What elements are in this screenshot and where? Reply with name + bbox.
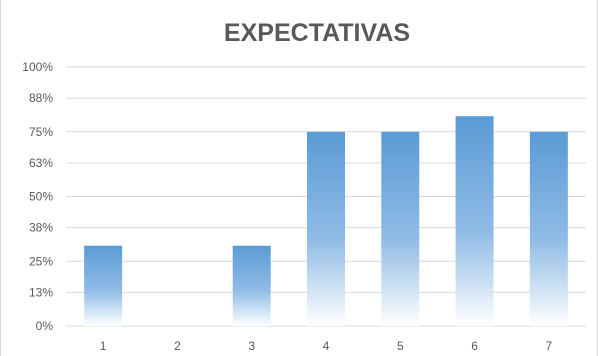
bar-1 [84,245,123,326]
y-tick-label: 75% [29,125,53,139]
x-tick-label: 5 [397,339,404,353]
x-tick-label: 4 [323,339,330,353]
x-tick-label: 2 [174,339,181,353]
bar-3 [232,245,271,326]
chart-title: EXPECTATIVAS [224,19,410,47]
y-tick-label: 63% [29,156,53,170]
y-tick-label: 38% [29,221,53,235]
bar-4 [307,131,345,326]
bar-7 [529,131,568,326]
y-axis-tick-labels: 0% 13% 25% 38% 50% 63% 75% 88% 100% [22,60,53,333]
x-tick-label: 3 [248,339,255,353]
y-tick-label: 25% [29,254,53,268]
x-tick-label: 1 [100,339,107,353]
y-tick-label: 100% [22,60,53,74]
y-tick-label: 13% [29,285,53,299]
x-axis-tick-labels: 1 2 3 4 5 6 7 [100,339,553,353]
bar-6 [455,116,494,327]
bars [84,116,568,327]
x-tick-label: 6 [471,339,478,353]
y-tick-label: 88% [29,91,53,105]
x-tick-label: 7 [546,339,553,353]
y-tick-label: 0% [36,319,54,333]
y-tick-label: 50% [29,190,53,204]
bar-5 [381,131,420,326]
